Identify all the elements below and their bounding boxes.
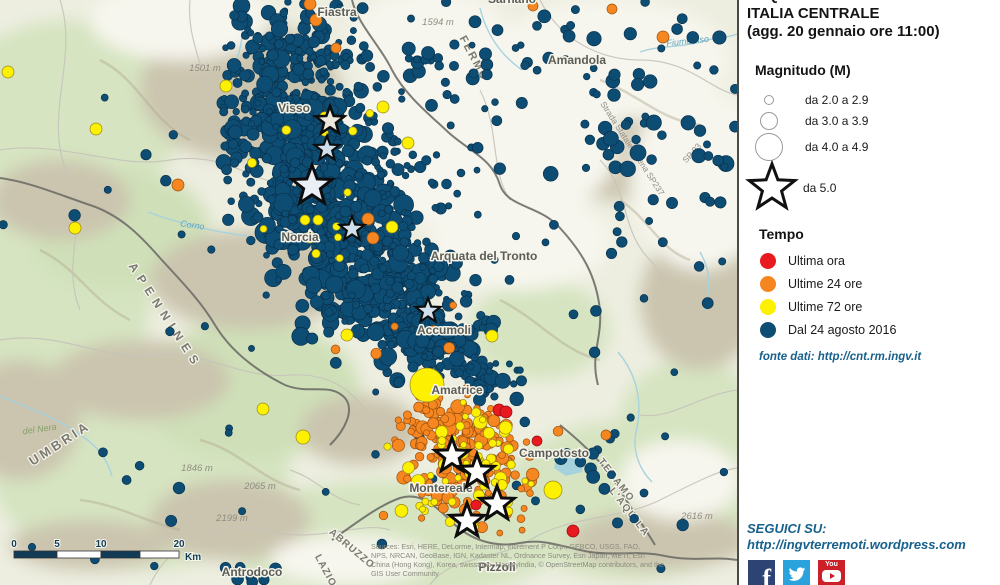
tempo-dot-orange <box>760 276 776 292</box>
magnitude-class-row: da 4.0 a 4.9 <box>743 133 868 161</box>
youtube-icon[interactable]: You <box>818 560 845 585</box>
twitter-bird-icon <box>788 566 805 581</box>
svg-text:5: 5 <box>54 539 60 550</box>
magnitude-class-row: da 2.0 a 2.9 <box>743 93 868 107</box>
tempo-heading: Tempo <box>759 226 804 242</box>
roads <box>0 0 737 585</box>
svg-text:Sarnano: Sarnano <box>488 0 536 6</box>
data-source-link[interactable]: fonte dati: http://cnt.rm.ingv.it <box>759 351 922 363</box>
magnitude-circle-large <box>755 133 783 161</box>
magnitude-star-icon <box>745 160 799 211</box>
follow-block: SEGUICI SU: http://ingvterremoti.wordpre… <box>747 521 966 553</box>
magnitude-circle-small <box>764 95 774 105</box>
social-icons: f You <box>748 560 845 585</box>
map-area[interactable]: Pizzoli UMBRIA APENNINES FERMO TERAMO L'AQUIL… <box>0 0 739 585</box>
svg-text:Amandola: Amandola <box>548 53 606 67</box>
tempo-label: Ultime 72 ore <box>788 300 863 314</box>
panel-title: SEQUENZA SISMICA IN ITALIA CENTRALE (agg… <box>747 0 940 41</box>
svg-text:Fiastra: Fiastra <box>317 5 357 19</box>
svg-text:Visso: Visso <box>278 101 310 115</box>
svg-text:2199 m: 2199 m <box>215 513 248 524</box>
svg-text:1501 m: 1501 m <box>189 63 221 74</box>
tempo-label: Dal 24 agosto 2016 <box>788 323 897 337</box>
tempo-label: Ultima ora <box>788 254 845 268</box>
svg-text:NPS, NRCAN, GeoBase, IGN, Kada: NPS, NRCAN, GeoBase, IGN, Kadaster NL, O… <box>371 551 645 560</box>
svg-text:Accumoli: Accumoli <box>417 323 471 337</box>
svg-text:10: 10 <box>95 539 107 550</box>
title-line3: (agg. 20 gennaio ore 11:00) <box>747 23 940 40</box>
svg-text:Norcia: Norcia <box>281 230 319 244</box>
tempo-dot-red <box>760 253 776 269</box>
magnitude-label: da 3.0 a 3.9 <box>805 114 869 128</box>
twitter-icon[interactable] <box>783 560 810 585</box>
tempo-class-row: Ultime 24 ore <box>743 276 862 292</box>
tempo-dot-blue <box>760 322 776 338</box>
svg-text:GIS User Community: GIS User Community <box>371 569 439 578</box>
svg-text:2616 m: 2616 m <box>680 511 713 522</box>
svg-text:2065 m: 2065 m <box>243 481 276 492</box>
place-labels: Fiastra Sarnano Amandola Visso Norcia Arquata… <box>220 0 608 581</box>
svg-text:Campotosto: Campotosto <box>519 446 589 460</box>
tempo-class-row: Ultime 72 ore <box>743 299 862 315</box>
follow-label: SEGUICI SU: <box>747 521 827 536</box>
svg-text:Corno: Corno <box>180 218 206 231</box>
svg-text:1594 m: 1594 m <box>422 17 454 28</box>
tempo-label: Ultime 24 ore <box>788 277 863 291</box>
magnitude-circle-medium <box>760 112 778 130</box>
svg-text:Arquata del Tronto: Arquata del Tronto <box>431 249 538 263</box>
svg-text:Antrodoco: Antrodoco <box>222 565 283 579</box>
magnitude-label: da 5.0 <box>803 181 837 195</box>
attribution-text: Sources: Esri, HERE, DeLorme, Intermap, … <box>371 542 664 578</box>
map-canvas[interactable]: PizzoliUMBRIAAPENNINESFERMOTERAMOL'AQUIL… <box>0 0 737 585</box>
blog-link[interactable]: http://ingvterremoti.wordpress.com <box>747 537 966 552</box>
title-line2: ITALIA CENTRALE <box>747 5 880 22</box>
tempo-dot-yellow <box>760 299 776 315</box>
svg-text:China (Hong Kong), Korea, swis: China (Hong Kong), Korea, swisstopo, Map… <box>371 560 664 569</box>
svg-text:del Nera: del Nera <box>22 422 57 437</box>
svg-text:Amatrice: Amatrice <box>431 383 483 397</box>
earthquake-dots <box>0 0 737 585</box>
facebook-icon[interactable]: f <box>748 560 775 585</box>
magnitude-label: da 4.0 a 4.9 <box>805 140 869 154</box>
magnitude-label: da 2.0 a 2.9 <box>805 93 869 107</box>
legend-panel: SEQUENZA SISMICA IN ITALIA CENTRALE (agg… <box>739 0 1000 585</box>
magnitude-heading: Magnitudo (M) <box>755 62 851 78</box>
svg-text:Montereale: Montereale <box>409 481 473 495</box>
svg-text:Km: Km <box>185 552 201 563</box>
tempo-class-row: Ultima ora <box>743 253 845 269</box>
svg-text:Pizzoli: Pizzoli <box>478 560 515 574</box>
svg-text:Sources: Esri, HERE, DeLorme,: Sources: Esri, HERE, DeLorme, Intermap, … <box>371 542 640 551</box>
magnitude-class-row: da 5.0 <box>743 160 836 216</box>
magnitude-class-row: da 3.0 a 3.9 <box>743 112 868 130</box>
title-line1: SEQUENZA SISMICA IN <box>747 0 940 5</box>
svg-text:0: 0 <box>11 539 17 550</box>
earthquake-stars <box>287 102 519 540</box>
tempo-class-row: Dal 24 agosto 2016 <box>743 322 896 338</box>
svg-text:20: 20 <box>173 539 185 550</box>
svg-text:1846 m: 1846 m <box>181 463 213 474</box>
